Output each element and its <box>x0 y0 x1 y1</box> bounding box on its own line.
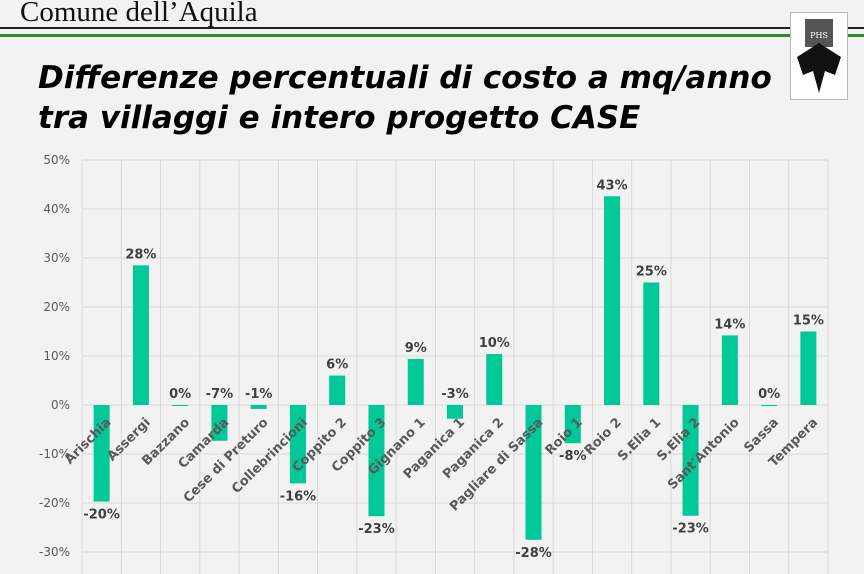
bar-assergi <box>132 265 149 405</box>
bar-coppito-3 <box>368 405 385 517</box>
data-label: 25% <box>636 265 667 280</box>
data-label: 15% <box>793 314 824 329</box>
data-label: 6% <box>326 358 348 373</box>
bar-sant-antonio <box>721 335 738 405</box>
bar-cese-di-preturo <box>250 405 267 409</box>
data-label: 14% <box>714 317 745 332</box>
y-tick-label: 20% <box>43 300 70 314</box>
y-tick-label: 0% <box>51 398 70 412</box>
org-name: Comune dell’Aquila <box>20 0 258 28</box>
bar-roio-1 <box>564 405 581 444</box>
data-label: -28% <box>515 546 552 561</box>
y-tick-label: 50% <box>43 153 70 167</box>
bar-s-elia-2 <box>682 405 699 516</box>
data-label: 28% <box>125 247 156 262</box>
header-divider <box>0 27 864 29</box>
bar-roio-2 <box>604 196 621 405</box>
bar-paganica-2 <box>486 354 503 405</box>
data-label: -8% <box>559 449 586 464</box>
data-label: 0% <box>758 387 780 402</box>
bar-collebrincioni <box>289 405 306 484</box>
data-label: -7% <box>206 387 233 402</box>
y-tick-label: -10% <box>39 447 70 461</box>
y-tick-label: -20% <box>39 496 70 510</box>
bar-gignano-1 <box>407 358 424 405</box>
bar-arischia <box>93 405 110 502</box>
bar-pagliare-di-sassa <box>525 405 542 540</box>
data-label: -1% <box>245 387 272 402</box>
data-label: 9% <box>405 341 427 356</box>
y-tick-label: 10% <box>43 349 70 363</box>
bar-s-elia-1 <box>643 282 660 405</box>
svg-text:PHS: PHS <box>810 31 828 40</box>
data-label: 10% <box>479 336 510 351</box>
bar-tempera <box>800 331 817 405</box>
bar-paganica-1 <box>447 405 463 419</box>
data-label: 43% <box>596 178 627 193</box>
title-line-2: tra villaggi e intero progetto CASE <box>38 100 641 136</box>
bar-camarda <box>211 405 228 441</box>
data-label: -20% <box>83 508 120 523</box>
data-label: -16% <box>280 489 317 504</box>
data-label: -23% <box>358 522 395 537</box>
bar-bazzano <box>172 405 189 406</box>
data-label: -23% <box>672 522 709 537</box>
slide-title: Differenze percentuali di costo a mq/ann… <box>38 58 772 138</box>
bar-sassa <box>761 405 778 406</box>
data-label: 0% <box>169 387 191 402</box>
data-label: -3% <box>441 387 468 402</box>
header-divider-green <box>0 34 864 37</box>
y-tick-label: 30% <box>43 251 70 265</box>
city-coat-of-arms-logo: PHS <box>790 12 848 100</box>
title-line-1: Differenze percentuali di costo a mq/ann… <box>38 60 772 96</box>
bar-coppito-2 <box>329 375 346 405</box>
y-tick-label: -30% <box>39 545 70 559</box>
y-tick-label: 40% <box>43 202 70 216</box>
